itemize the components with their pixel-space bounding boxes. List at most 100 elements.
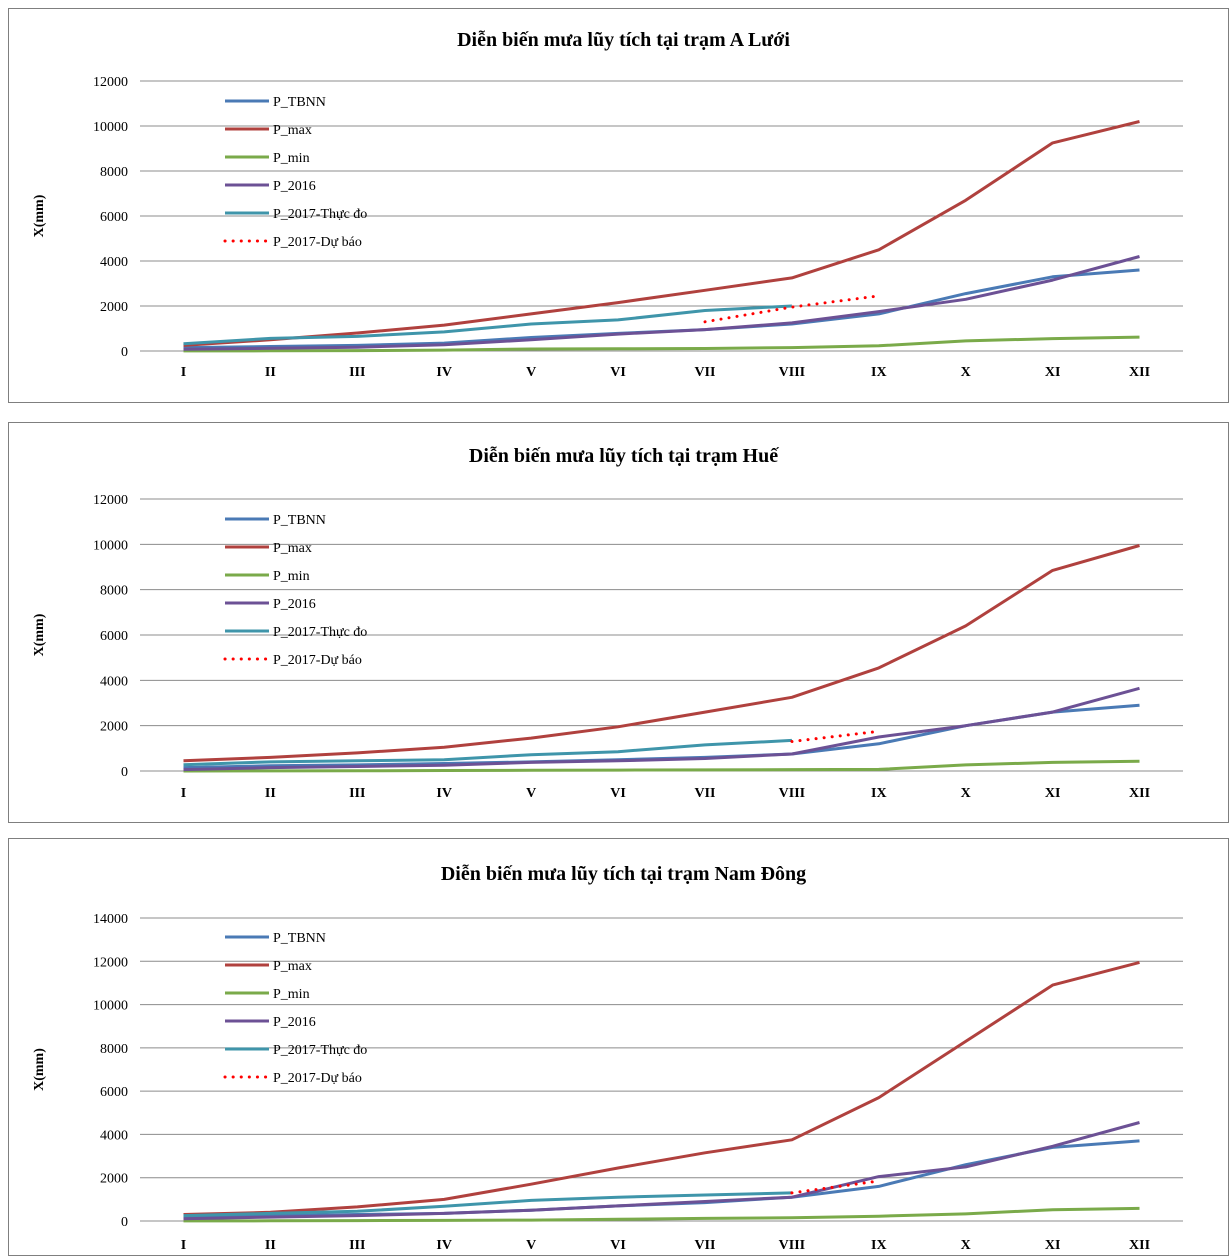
y-tick-label: 6000 <box>100 629 128 644</box>
series-line-p-2017-th-c-o <box>183 1191 792 1218</box>
y-tick-label: 0 <box>121 765 128 780</box>
y-tick-label: 0 <box>121 1215 128 1230</box>
legend-label: P_max <box>273 541 312 556</box>
y-axis-label: X(mm) <box>32 613 47 656</box>
x-tick-label: X <box>961 786 971 801</box>
x-tick-label: VI <box>610 365 626 380</box>
series-line-p-max <box>183 120 1140 347</box>
x-tick-label: X <box>961 1238 971 1253</box>
series-line-p-min <box>183 759 1140 773</box>
y-axis-label: X(mm) <box>32 194 47 237</box>
chart-panel-hue: Diễn biến mưa lũy tích tại trạm Huế 0 2000… <box>8 422 1229 823</box>
legend-label: P_2017-Thực đo <box>273 625 367 640</box>
series-line-p-2016 <box>183 686 1140 772</box>
series-line-p-min <box>183 1206 1140 1223</box>
legend-label: P_2016 <box>273 179 316 194</box>
x-tick-label: VII <box>694 1238 715 1253</box>
x-tick-label: VII <box>694 365 715 380</box>
legend-label: P_min <box>273 987 310 1002</box>
legend-label: P_TBNN <box>273 95 326 110</box>
x-tick-label: V <box>526 1238 536 1253</box>
x-tick-label: I <box>181 786 186 801</box>
x-tick-label: VIII <box>779 1238 805 1253</box>
y-tick-label: 0 <box>121 345 128 360</box>
x-tick-label: IX <box>871 786 887 801</box>
series-line-p-min <box>183 335 1140 353</box>
y-tick-label: 4000 <box>100 674 128 689</box>
series-line-p-2017-th-c-o <box>183 304 792 346</box>
x-tick-label: XI <box>1045 786 1061 801</box>
legend-label: P_2017-Dự báo <box>273 235 362 250</box>
y-tick-label: 2000 <box>100 1172 128 1187</box>
legend-label: P_min <box>273 569 310 584</box>
y-tick-label: 2000 <box>100 720 128 735</box>
x-tick-label: VIII <box>779 365 805 380</box>
y-tick-label: 8000 <box>100 165 128 180</box>
x-tick-label: III <box>349 1238 365 1253</box>
series-line-p-tbnn <box>183 1139 1140 1219</box>
y-tick-label: 6000 <box>100 210 128 225</box>
legend-label: P_2017-Thực đo <box>273 1043 367 1058</box>
chart-title: Diễn biến mưa lũy tích tại trạm Nam Đông <box>441 863 806 885</box>
series-line-p-max <box>183 960 1140 1216</box>
x-tick-label: IX <box>871 365 887 380</box>
legend-label: P_max <box>273 959 312 974</box>
chart-panel-nam-dong: Diễn biến mưa lũy tích tại trạm Nam Đông… <box>8 838 1229 1256</box>
series-line-p-2016 <box>183 1121 1140 1221</box>
legend-label: P_2017-Dự báo <box>273 653 362 668</box>
series-line-p-2017-d-b-o <box>790 1179 881 1195</box>
x-tick-label: V <box>526 365 536 380</box>
x-tick-label: VI <box>610 1238 626 1253</box>
y-tick-label: 8000 <box>100 1042 128 1057</box>
chart-title: Diễn biến mưa lũy tích tại trạm Huế <box>469 445 779 467</box>
x-tick-label: III <box>349 365 365 380</box>
legend-label: P_2016 <box>273 597 316 612</box>
y-tick-label: 14000 <box>93 912 128 927</box>
legend-label: P_2017-Thực đo <box>273 207 367 222</box>
series-line-p-2017-d-b-o <box>703 294 881 324</box>
series-line-p-2017-th-c-o <box>183 738 792 767</box>
y-tick-label: 8000 <box>100 584 128 599</box>
chart-svg-nam-dong: Diễn biến mưa lũy tích tại trạm Nam Đông… <box>32 863 1183 1253</box>
y-tick-label: 12000 <box>93 493 128 508</box>
y-tick-label: 10000 <box>93 999 128 1014</box>
x-tick-label: VII <box>694 786 715 801</box>
y-axis-label: X(mm) <box>32 1048 47 1091</box>
x-tick-label: II <box>265 1238 276 1253</box>
y-tick-label: 6000 <box>100 1085 128 1100</box>
x-tick-label: IV <box>436 1238 452 1253</box>
x-tick-label: XII <box>1129 786 1150 801</box>
x-tick-label: XII <box>1129 1238 1150 1253</box>
chart-panel-a-luoi: Diễn biến mưa lũy tích tại trạm A Lưới 0 2… <box>8 8 1229 403</box>
legend-label: P_max <box>273 123 312 138</box>
y-tick-label: 10000 <box>93 538 128 553</box>
x-tick-label: IX <box>871 1238 887 1253</box>
x-tick-label: VI <box>610 786 626 801</box>
x-tick-label: IV <box>436 786 452 801</box>
x-tick-label: XII <box>1129 365 1150 380</box>
y-tick-label: 10000 <box>93 120 128 135</box>
x-tick-label: IV <box>436 365 452 380</box>
chart-svg-a-luoi: Diễn biến mưa lũy tích tại trạm A Lưới 0 2… <box>32 29 1183 380</box>
y-tick-label: 4000 <box>100 1128 128 1143</box>
chart-title: Diễn biến mưa lũy tích tại trạm A Lưới <box>457 29 790 51</box>
x-tick-label: X <box>961 365 971 380</box>
legend-label: P_TBNN <box>273 513 326 528</box>
x-tick-label: V <box>526 786 536 801</box>
x-tick-label: II <box>265 786 276 801</box>
legend-label: P_2017-Dự báo <box>273 1071 362 1086</box>
series-line-p-2017-d-b-o <box>790 729 881 743</box>
x-tick-label: I <box>181 365 186 380</box>
x-tick-label: VIII <box>779 786 805 801</box>
series-line-p-2016 <box>183 255 1140 351</box>
y-tick-label: 12000 <box>93 955 128 970</box>
legend-label: P_min <box>273 151 310 166</box>
y-tick-label: 12000 <box>93 75 128 90</box>
legend-label: P_2016 <box>273 1015 316 1030</box>
x-tick-label: I <box>181 1238 186 1253</box>
legend-label: P_TBNN <box>273 931 326 946</box>
x-tick-label: II <box>265 365 276 380</box>
y-tick-label: 4000 <box>100 255 128 270</box>
x-tick-label: XI <box>1045 365 1061 380</box>
y-tick-label: 2000 <box>100 300 128 315</box>
